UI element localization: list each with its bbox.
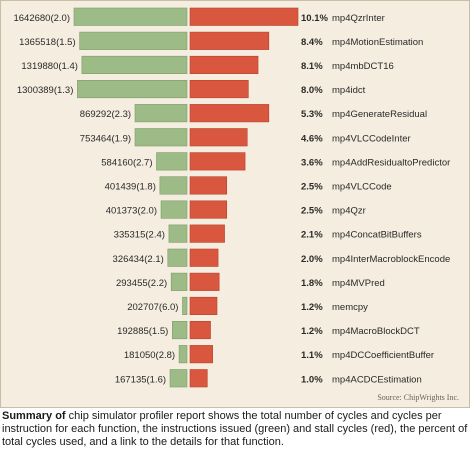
stall-bar [189, 7, 299, 26]
cycles-label: 401373(2.0) [106, 206, 157, 217]
function-label: memcpy [332, 302, 368, 313]
cycles-label: 401439(1.8) [105, 181, 156, 192]
figure-caption: Summary of chip simulator profiler repor… [2, 410, 472, 449]
function-label: mp4ConcatBitBuffers [332, 230, 422, 241]
stall-bar [189, 104, 270, 123]
stall-bar [189, 369, 208, 388]
percent-label: 2.5% [301, 206, 323, 217]
function-label: mp4AddResidualtoPredictor [332, 157, 450, 168]
cycles-label: 326434(2.1) [113, 254, 164, 265]
stall-bar [189, 55, 259, 75]
stall-bar [189, 272, 220, 291]
issued-bar [172, 320, 188, 340]
function-label: mp4MacroBlockDCT [332, 326, 420, 337]
caption-lead: Summary of [2, 410, 66, 422]
issued-bar [167, 248, 188, 267]
cycles-label: 192885(1.5) [117, 326, 168, 337]
issued-bar [178, 345, 188, 364]
cycles-label: 753464(1.9) [80, 133, 131, 144]
percent-label: 8.1% [301, 61, 323, 72]
percent-label: 1.2% [301, 326, 323, 337]
percent-label: 8.4% [301, 37, 323, 48]
cycles-label: 181050(2.8) [124, 350, 175, 361]
percent-label: 10.1% [301, 13, 328, 24]
function-label: mp4VLCCodeInter [332, 133, 411, 144]
percent-label: 1.1% [301, 350, 323, 361]
issued-bar [79, 31, 188, 50]
caption-text: chip simulator profiler report shows the… [2, 410, 468, 448]
issued-bar [170, 272, 188, 291]
stall-bar [189, 248, 219, 267]
profiler-chart: 1642680(2.0) 10.1% mp4QzrInter 1365518(1.5)… [13, 7, 450, 388]
stall-bar [189, 152, 246, 171]
cycles-label: 1642680(2.0) [13, 13, 70, 24]
stall-bar [189, 200, 228, 219]
issued-bar [134, 128, 188, 147]
stall-bar [189, 128, 248, 147]
issued-bar [160, 200, 188, 219]
cycles-label: 1365518(1.5) [19, 37, 76, 48]
function-label: mp4Qzr [332, 206, 366, 217]
issued-bar [156, 152, 188, 171]
issued-bar [159, 176, 188, 195]
stall-bar [189, 345, 213, 364]
cycles-label: 584160(2.7) [101, 157, 152, 168]
percent-label: 1.2% [301, 302, 323, 313]
issued-bar [81, 55, 188, 75]
stall-bar [189, 296, 218, 316]
percent-label: 5.3% [301, 109, 323, 120]
cycles-label: 1319880(1.4) [21, 61, 78, 72]
cycles-label: 335315(2.4) [114, 230, 165, 241]
cycles-label: 167135(1.6) [115, 374, 166, 385]
percent-label: 1.8% [301, 278, 323, 289]
percent-label: 2.1% [301, 230, 323, 241]
stall-bar [189, 80, 249, 99]
percent-label: 2.5% [301, 181, 323, 192]
issued-bar [182, 296, 188, 316]
percent-label: 2.0% [301, 254, 323, 265]
cycles-label: 869292(2.3) [80, 109, 131, 120]
function-label: mp4QzrInter [332, 13, 385, 24]
issued-bar [168, 224, 188, 243]
issued-bar [73, 7, 188, 26]
cycles-label: 1300389(1.3) [17, 85, 74, 96]
function-label: mp4MVPred [332, 278, 385, 289]
function-label: mp4GenerateResidual [332, 109, 427, 120]
percent-label: 8.0% [301, 85, 323, 96]
percent-label: 3.6% [301, 157, 323, 168]
issued-bar [77, 80, 188, 99]
percent-label: 4.6% [301, 133, 323, 144]
stall-bar [189, 320, 211, 340]
function-label: mp4InterMacroblockEncode [332, 254, 450, 265]
function-label: mp4idct [332, 85, 366, 96]
issued-bar [134, 104, 188, 123]
stall-bar [189, 224, 225, 243]
function-label: mp4DCCoefficientBuffer [332, 350, 434, 361]
stall-bar [189, 176, 228, 195]
function-label: mp4mbDCT16 [332, 61, 394, 72]
chart-panel: 1642680(2.0) 10.1% mp4QzrInter 1365518(1.5)… [0, 0, 470, 408]
function-label: mp4ACDCEstimation [332, 374, 422, 385]
percent-label: 1.0% [301, 374, 323, 385]
source-note: Source: ChipWrights Inc. [377, 393, 459, 402]
function-label: mp4MotionEstimation [332, 37, 423, 48]
stall-bar [189, 31, 270, 50]
cycles-label: 202707(6.0) [127, 302, 178, 313]
cycles-label: 293455(2.2) [116, 278, 167, 289]
issued-bar [169, 369, 188, 388]
function-label: mp4VLCCode [332, 181, 392, 192]
